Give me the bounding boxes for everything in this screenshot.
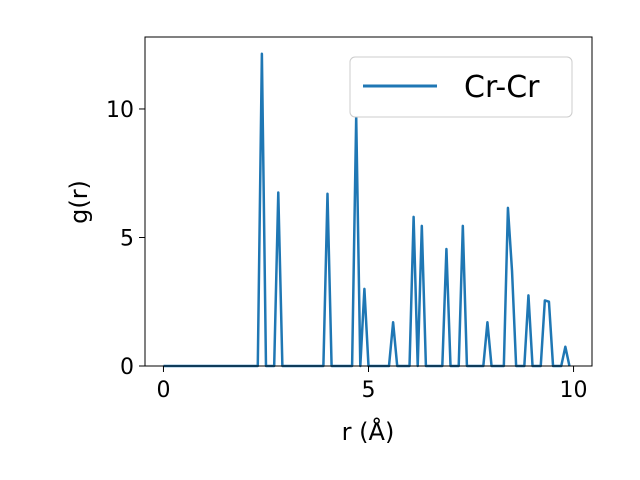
legend: Cr-Cr	[349, 56, 573, 118]
y-tick-label: 0	[120, 355, 134, 380]
x-tick-label: 0	[156, 378, 170, 403]
x-tick-label: 10	[560, 378, 588, 403]
legend-box	[349, 56, 573, 118]
y-tick-label: 10	[106, 98, 134, 123]
y-tick-label: 5	[120, 226, 134, 251]
x-tick-label: 5	[362, 378, 376, 403]
x-axis-label: r (Å)	[342, 417, 395, 446]
legend-label-cr-cr: Cr-Cr	[464, 70, 540, 105]
axes-layer: 0 5 10 0 5 10	[106, 36, 593, 403]
y-axis-label: g(r)	[65, 180, 93, 224]
